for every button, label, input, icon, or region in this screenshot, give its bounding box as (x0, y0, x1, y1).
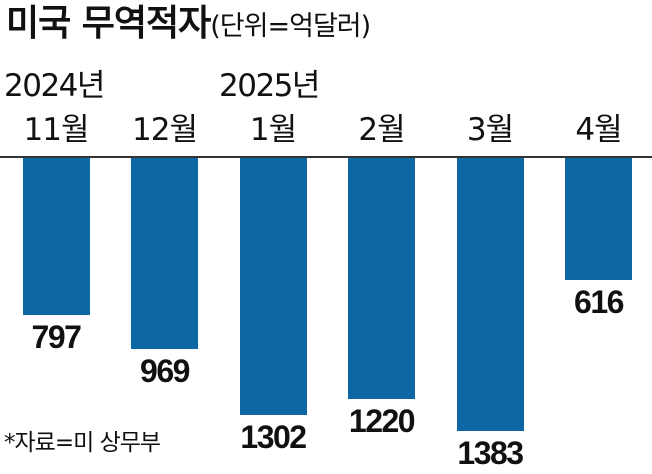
bar-2 (131, 158, 198, 350)
value-label-6: 616 (574, 283, 624, 320)
month-label-2: 12월 (132, 112, 198, 148)
baseline (0, 156, 652, 158)
value-label-2: 969 (140, 353, 190, 390)
month-label-3: 1월 (249, 112, 297, 148)
bar-6 (565, 158, 632, 280)
month-label-5: 3월 (466, 112, 514, 148)
month-label-4: 2월 (358, 112, 405, 148)
value-label-4: 1220 (348, 402, 416, 439)
chart-title: 미국 무역적자(단위=억달러) (6, 2, 371, 46)
source-note: *자료=미 상무부 (4, 430, 161, 456)
bar-4 (348, 158, 415, 399)
year-label-2025: 2025년 (219, 68, 320, 104)
chart-title-main: 미국 무역적자 (6, 3, 211, 44)
bar-5 (456, 158, 524, 431)
month-label-1: 11월 (23, 112, 90, 148)
unit-note: (단위=억달러) (210, 11, 371, 42)
year-label-2024: 2024년 (4, 68, 105, 104)
month-label-6: 4월 (575, 112, 622, 148)
bar-1 (22, 158, 90, 316)
bar-3 (239, 158, 307, 415)
value-label-3: 1302 (240, 419, 307, 455)
value-label-5: 1383 (457, 435, 524, 471)
value-label-1: 797 (31, 319, 82, 356)
